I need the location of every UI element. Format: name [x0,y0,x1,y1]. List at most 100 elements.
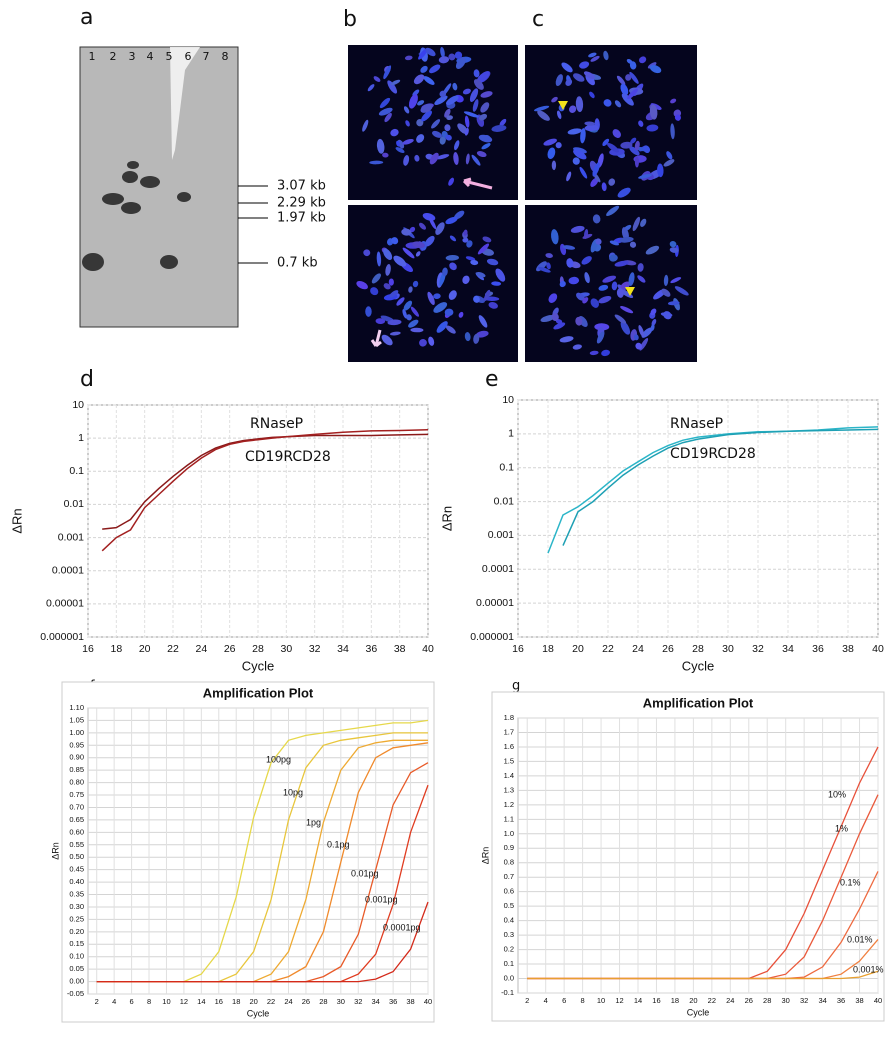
chromosome [365,306,372,317]
series-line [96,901,429,983]
chromosome [370,287,379,296]
chromosome [385,264,391,276]
x-tick-label: 22 [167,643,179,655]
x-tick-label: 32 [354,997,362,1006]
series-label: 0.1pg [327,839,350,849]
chromosome [559,336,574,343]
chromosome [439,136,446,145]
chromosome [383,248,393,260]
chromosome [568,105,577,113]
chromosome [568,276,580,285]
chromosome [547,147,556,160]
chromosome [635,342,643,350]
chromosome [452,82,458,91]
y-tick-label: 1.10 [69,703,84,712]
x-tick-label: 20 [249,997,257,1006]
chromosome [465,153,470,165]
lane-label: 2 [110,50,117,63]
y-tick-label: 0.05 [69,964,84,973]
x-tick-label: 32 [800,996,808,1005]
x-tick-label: 38 [394,643,406,655]
chromosome [670,277,682,284]
chromosome [435,222,445,235]
chromosome [439,90,447,98]
chromosome [476,71,490,84]
chromosome [634,156,639,168]
chromosome [417,100,425,106]
x-tick-label: 28 [763,996,771,1005]
chromosome [588,52,597,58]
fish-image [525,45,697,200]
x-tick-label: 8 [581,996,585,1005]
x-tick-label: 30 [337,997,345,1006]
chromosome [595,238,602,245]
x-tick-label: 16 [82,643,94,655]
y-tick-label: 0.10 [69,952,84,961]
chromosome [419,222,427,230]
chromosome [378,107,393,116]
chromosome [666,151,673,160]
chromosome [614,260,629,267]
chromosome [590,55,600,62]
x-tick-label: 26 [224,643,236,655]
chromosome [427,291,435,306]
chromosome [584,272,590,284]
chromosome [433,293,441,300]
y-axis-label: ΔRn [9,508,24,533]
chromosome [403,106,410,114]
chromosome [584,124,599,132]
chromosome [408,94,418,109]
lane-label: 8 [222,50,229,63]
chromosome [476,272,486,278]
chromosome [602,275,617,283]
gel-smear [170,47,200,160]
chromosome [640,218,647,227]
chromosome [478,134,493,143]
gel-band [121,202,141,214]
chromosome [393,255,407,267]
chromosome [561,62,573,73]
chromosome [620,306,634,314]
chromosome [475,330,489,338]
y-tick-label: 0.20 [69,927,84,936]
gel-band [177,192,191,202]
chromosome [559,281,566,288]
y-tick-label: 0.1 [504,959,514,968]
y-tick-label: 1.05 [69,715,84,724]
chromosome [445,216,458,225]
x-tick-label: 22 [267,997,275,1006]
chromosome [418,48,428,60]
chromosome [416,134,425,143]
y-tick-label: 0.9 [504,843,514,852]
marker-label: 0.7 kb [277,256,318,271]
y-axis-label: ΔRn [439,506,454,531]
chromosome [555,319,563,324]
x-tick-label: 40 [874,996,882,1005]
chromosome [473,295,480,303]
plot-area [517,717,879,994]
chromosome [454,51,463,60]
chromosome [390,128,399,137]
chromosome [619,236,634,243]
chromosome [428,336,435,346]
y-tick-label: 0.4 [504,916,514,925]
y-tick-label: 0.45 [69,865,84,874]
y-tick-label: 1.3 [504,785,514,794]
gel-band [127,161,139,169]
y-tick-label: 0.00001 [46,598,84,610]
chromosome [402,309,408,319]
x-tick-label: 36 [837,996,845,1005]
y-tick-label: 0.65 [69,815,84,824]
x-tick-label: 34 [337,643,349,655]
chromosome [408,319,419,328]
y-tick-label: 1 [508,428,514,440]
chromosome [410,327,424,333]
y-tick-label: 10 [72,399,84,411]
y-tick-label: 1 [78,432,84,444]
y-tick-label: 0.85 [69,765,84,774]
x-tick-label: 20 [572,643,584,655]
chromosome [649,65,662,74]
x-tick-label: 10 [162,997,170,1006]
chromosome [408,286,413,293]
